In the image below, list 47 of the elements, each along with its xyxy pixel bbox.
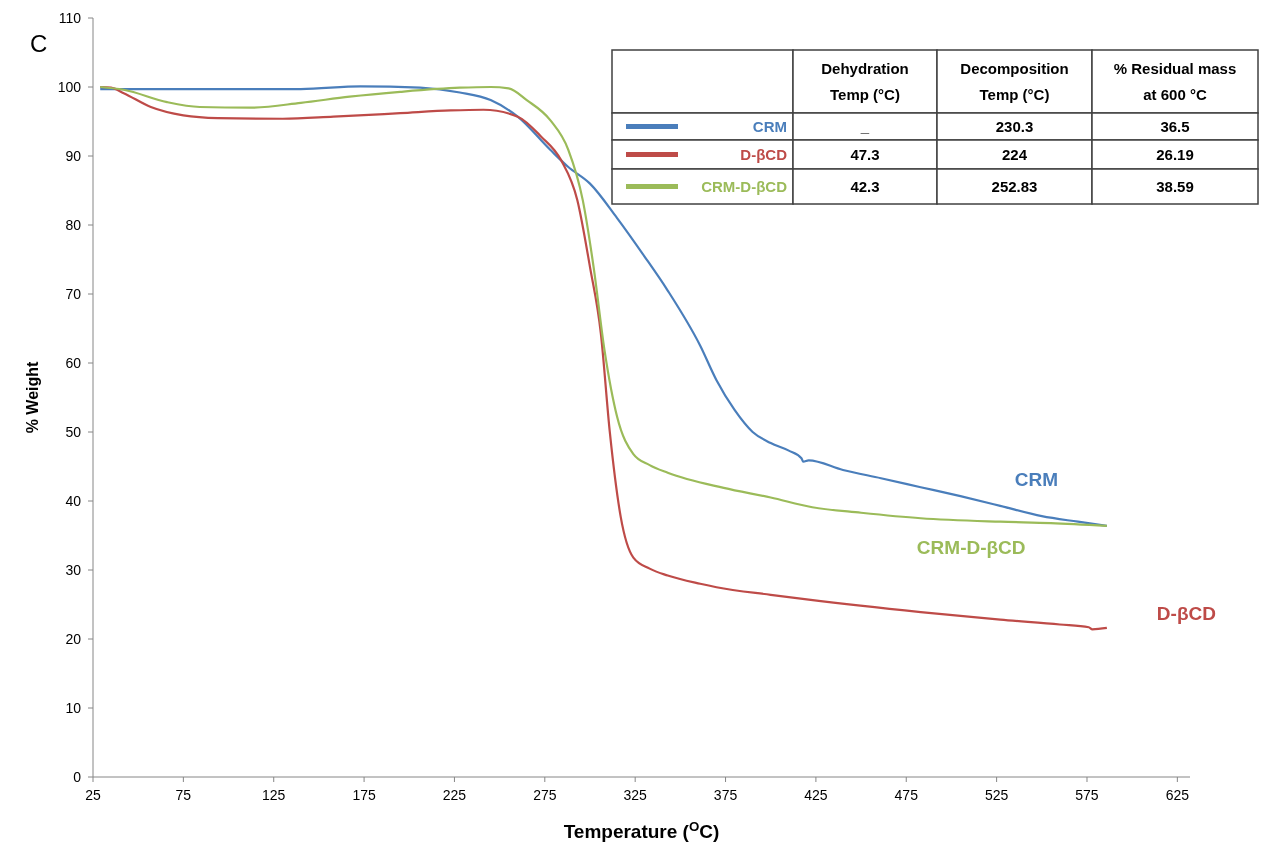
series-label: CRM <box>1014 468 1059 490</box>
y-tick-label: 110 <box>58 9 82 26</box>
y-tick-label: 100 <box>57 78 82 95</box>
annotation: 230.3 <box>995 117 1034 135</box>
annotation: 42.3 <box>850 177 880 195</box>
text: C <box>30 30 48 57</box>
annotation: 224 <box>1001 145 1028 163</box>
x-tick-label: 425 <box>804 787 828 803</box>
annotation: 36.5 <box>1160 117 1190 135</box>
text: D-βCD <box>740 145 787 163</box>
annotation: 38.59 <box>1156 177 1194 195</box>
annotation: 26.19 <box>1156 145 1194 163</box>
text: CRM <box>752 117 787 135</box>
annotation: 252.83 <box>991 177 1038 195</box>
line-series <box>99 85 1108 527</box>
x-tick-label: 275 <box>533 787 557 803</box>
y-tick-label: 30 <box>65 561 82 578</box>
y-axis-title: % Weight <box>24 360 41 434</box>
y-tick-label: 70 <box>65 285 82 302</box>
x-tick-label: 325 <box>623 787 648 803</box>
x-tick-label: 375 <box>713 787 738 803</box>
y-tick-label: 90 <box>65 147 82 164</box>
x-tick-label: 525 <box>984 787 1009 803</box>
x-tick-label: 625 <box>1165 787 1190 803</box>
y-tick-label: 0 <box>73 768 82 785</box>
y-tick-label: 80 <box>65 216 82 233</box>
y-tick-label: 10 <box>65 699 82 716</box>
x-tick-label: 475 <box>894 787 919 803</box>
annotation: Dehydration Temp (°C) <box>821 60 909 103</box>
x-axis-title: Temperature ($^{O}$C) <box>563 818 720 842</box>
x-tick-label: 575 <box>1075 787 1099 803</box>
x-tick-label: 75 <box>175 787 192 803</box>
x-tick-label: 125 <box>262 787 286 803</box>
text: CRM-D-βCD <box>916 536 1026 558</box>
y-tick-label: 20 <box>65 630 82 647</box>
x-tick-label: 225 <box>442 787 467 803</box>
y-tick-label: 40 <box>65 492 82 509</box>
annotation: _ <box>859 117 870 135</box>
annotation: Decomposition Temp (°C) <box>960 60 1069 103</box>
y-tick-label: 50 <box>65 423 82 440</box>
annotation: % Residual mass at 600 °C <box>1113 60 1237 103</box>
x-tick-label: 175 <box>352 787 376 803</box>
y-tick-label: 60 <box>65 354 82 371</box>
legend-label: CRM-D-βCD <box>701 177 788 195</box>
text: D-βCD <box>1156 602 1216 624</box>
annotation: 47.3 <box>850 145 880 163</box>
x-tick-label: 25 <box>85 787 101 803</box>
